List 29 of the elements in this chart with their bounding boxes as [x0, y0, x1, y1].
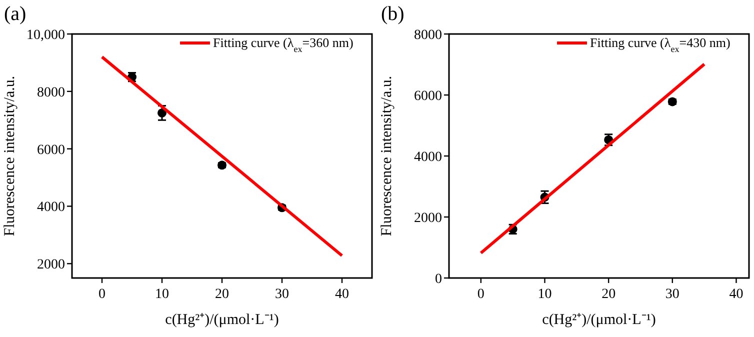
x-tick-label: 30: [275, 287, 289, 302]
x-tick-label: 0: [477, 287, 484, 302]
y-tick-label: 4000: [37, 200, 65, 216]
legend-label: Fitting curve (λ$_{ex}$=430 nm): [590, 35, 730, 54]
y-axis-title: Fluorescence intensity/a.u.: [379, 76, 395, 236]
y-tick-label: 8000: [414, 28, 442, 43]
x-axis-title: c(Hg²⁺)/(μmol·L⁻¹): [165, 312, 279, 328]
y-tick-label: 10,000: [26, 28, 65, 43]
y-tick-label: 2000: [414, 211, 442, 226]
legend-label: Fitting curve (λ$_{ex}$=360 nm): [213, 35, 354, 54]
x-tick-label: 0: [98, 287, 106, 302]
x-tick-label: 10: [155, 287, 169, 302]
y-axis-title: Fluorescence intensity/a.u.: [2, 76, 18, 236]
y-tick-label: 2000: [37, 258, 65, 273]
y-tick-label: 4000: [414, 150, 442, 165]
y-tick-label: 0: [435, 272, 442, 287]
x-tick-label: 10: [538, 287, 552, 302]
chart-title: (b): [381, 3, 404, 25]
x-tick-label: 40: [729, 287, 744, 302]
x-axis-title: c(Hg²⁺)/(μmol·L⁻¹): [542, 312, 656, 328]
y-tick-label: 6000: [414, 89, 442, 104]
x-tick-label: 40: [335, 287, 349, 302]
x-tick-label: 20: [602, 287, 616, 302]
y-tick-label: 8000: [37, 85, 65, 100]
x-tick-label: 20: [215, 287, 229, 302]
y-tick-label: 6000: [37, 142, 65, 158]
point: [158, 108, 166, 118]
chart-title: (a): [4, 3, 26, 25]
x-tick-label: 30: [665, 287, 680, 302]
